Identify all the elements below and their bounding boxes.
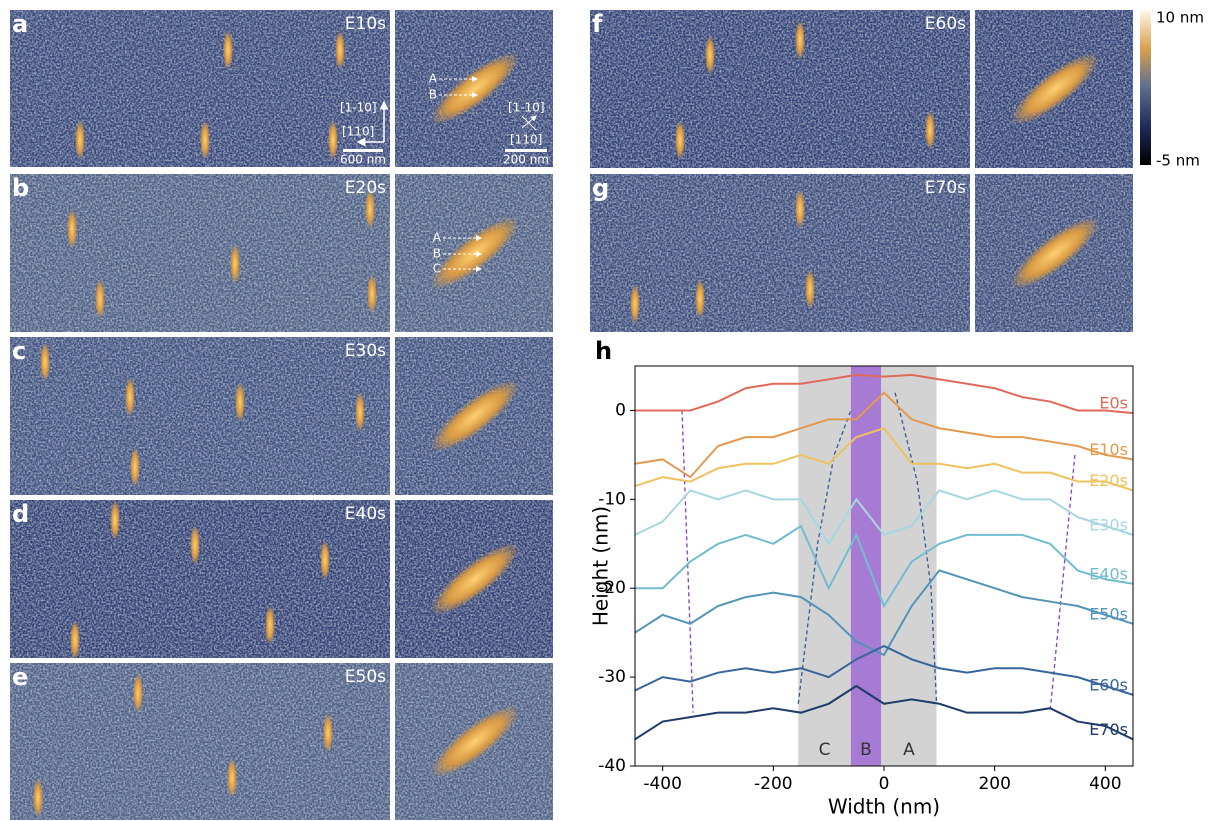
- y-tick-label: 0: [615, 400, 626, 420]
- defect: [805, 269, 815, 309]
- afm-texture: [10, 663, 390, 820]
- series-label: E30s: [1089, 515, 1128, 534]
- defect: [70, 620, 80, 660]
- y-axis-label: Height (nm): [589, 506, 613, 626]
- figure: a E10s b E20s c E30s d E40s e E50s f E60s g E70s [1-10…: [0, 0, 1215, 821]
- panel-letter: d: [12, 500, 29, 528]
- direction-label: [1-10]: [340, 101, 377, 115]
- defect: [200, 120, 210, 160]
- afm-texture: [590, 10, 970, 168]
- colorbar-top-label: 10 nm: [1156, 9, 1204, 27]
- region: [851, 366, 881, 766]
- y-tick-label: -40: [598, 756, 626, 776]
- defect: [265, 605, 275, 645]
- panel-letter: e: [12, 663, 28, 691]
- series-label: E0s: [1099, 394, 1128, 413]
- colorbar: [1140, 10, 1151, 165]
- defect: [355, 392, 365, 432]
- series-label: E70s: [1089, 720, 1128, 739]
- panel-letter: h: [595, 337, 612, 365]
- series-label: E20s: [1089, 471, 1128, 490]
- defect: [130, 447, 140, 487]
- colorbar-bottom-label: -5 nm: [1156, 152, 1200, 170]
- defect: [705, 35, 715, 75]
- x-axis-label: Width (nm): [828, 795, 940, 819]
- region-label: B: [860, 740, 872, 760]
- panel-time: E30s: [345, 341, 386, 361]
- defect: [695, 279, 705, 319]
- defect: [33, 778, 43, 818]
- region-label: C: [819, 740, 831, 760]
- defect: [223, 30, 233, 70]
- direction-label: [110]: [342, 125, 374, 139]
- panel-time: E10s: [345, 14, 386, 34]
- panel-time: E20s: [345, 178, 386, 198]
- x-tick-label: 400: [1089, 774, 1121, 794]
- defect: [110, 500, 120, 540]
- defect: [925, 110, 935, 150]
- defect: [230, 244, 240, 284]
- defect: [95, 279, 105, 319]
- scale-label: 600 nm: [340, 153, 386, 167]
- afm-texture: [10, 174, 390, 332]
- defect: [125, 377, 135, 417]
- panel-letter: a: [12, 10, 28, 38]
- panel-letter: b: [12, 174, 29, 202]
- afm-images: a E10s b E20s c E30s d E40s e E50s f E60s g E70s [1-10…: [10, 10, 1133, 820]
- series-label: E60s: [1089, 675, 1128, 694]
- defect: [795, 189, 805, 229]
- series-label: E10s: [1089, 440, 1128, 459]
- defect: [630, 284, 640, 324]
- defect: [675, 120, 685, 160]
- defect: [335, 30, 345, 70]
- x-tick-label: -200: [754, 774, 793, 794]
- x-tick-label: -400: [643, 774, 682, 794]
- y-tick-label: -30: [598, 667, 626, 687]
- defect: [75, 120, 85, 160]
- afm-texture: [590, 174, 970, 332]
- region-label: A: [903, 740, 915, 760]
- x-tick-label: 0: [879, 774, 890, 794]
- defect: [323, 713, 333, 753]
- defect: [328, 120, 338, 160]
- direction-label: [110]: [510, 133, 542, 147]
- defect: [795, 20, 805, 60]
- x-tick-label: 200: [978, 774, 1010, 794]
- defect: [133, 673, 143, 713]
- afm-texture: [10, 337, 390, 495]
- afm-texture: [10, 500, 390, 658]
- defect: [320, 540, 330, 580]
- panel-letter: g: [592, 174, 609, 202]
- site-label: A: [433, 231, 442, 245]
- defect: [367, 274, 377, 314]
- series-label: E40s: [1089, 564, 1128, 583]
- scale-label: 200 nm: [503, 153, 549, 167]
- panel-time: E70s: [925, 178, 966, 198]
- site-label: B: [433, 247, 441, 261]
- site-label: C: [433, 262, 441, 276]
- direction-label: [1-10]: [508, 101, 545, 115]
- defect: [67, 209, 77, 249]
- panel-letter: f: [592, 10, 603, 38]
- panel-time: E40s: [345, 504, 386, 524]
- defect: [227, 758, 237, 798]
- defect: [190, 525, 200, 565]
- defect: [40, 342, 50, 382]
- site-label: B: [429, 88, 437, 102]
- defect: [235, 382, 245, 422]
- series-label: E50s: [1089, 604, 1128, 623]
- panel-time: E60s: [925, 14, 966, 34]
- panel-time: E50s: [345, 667, 386, 687]
- panel-letter: c: [12, 337, 26, 365]
- site-label: A: [429, 72, 438, 86]
